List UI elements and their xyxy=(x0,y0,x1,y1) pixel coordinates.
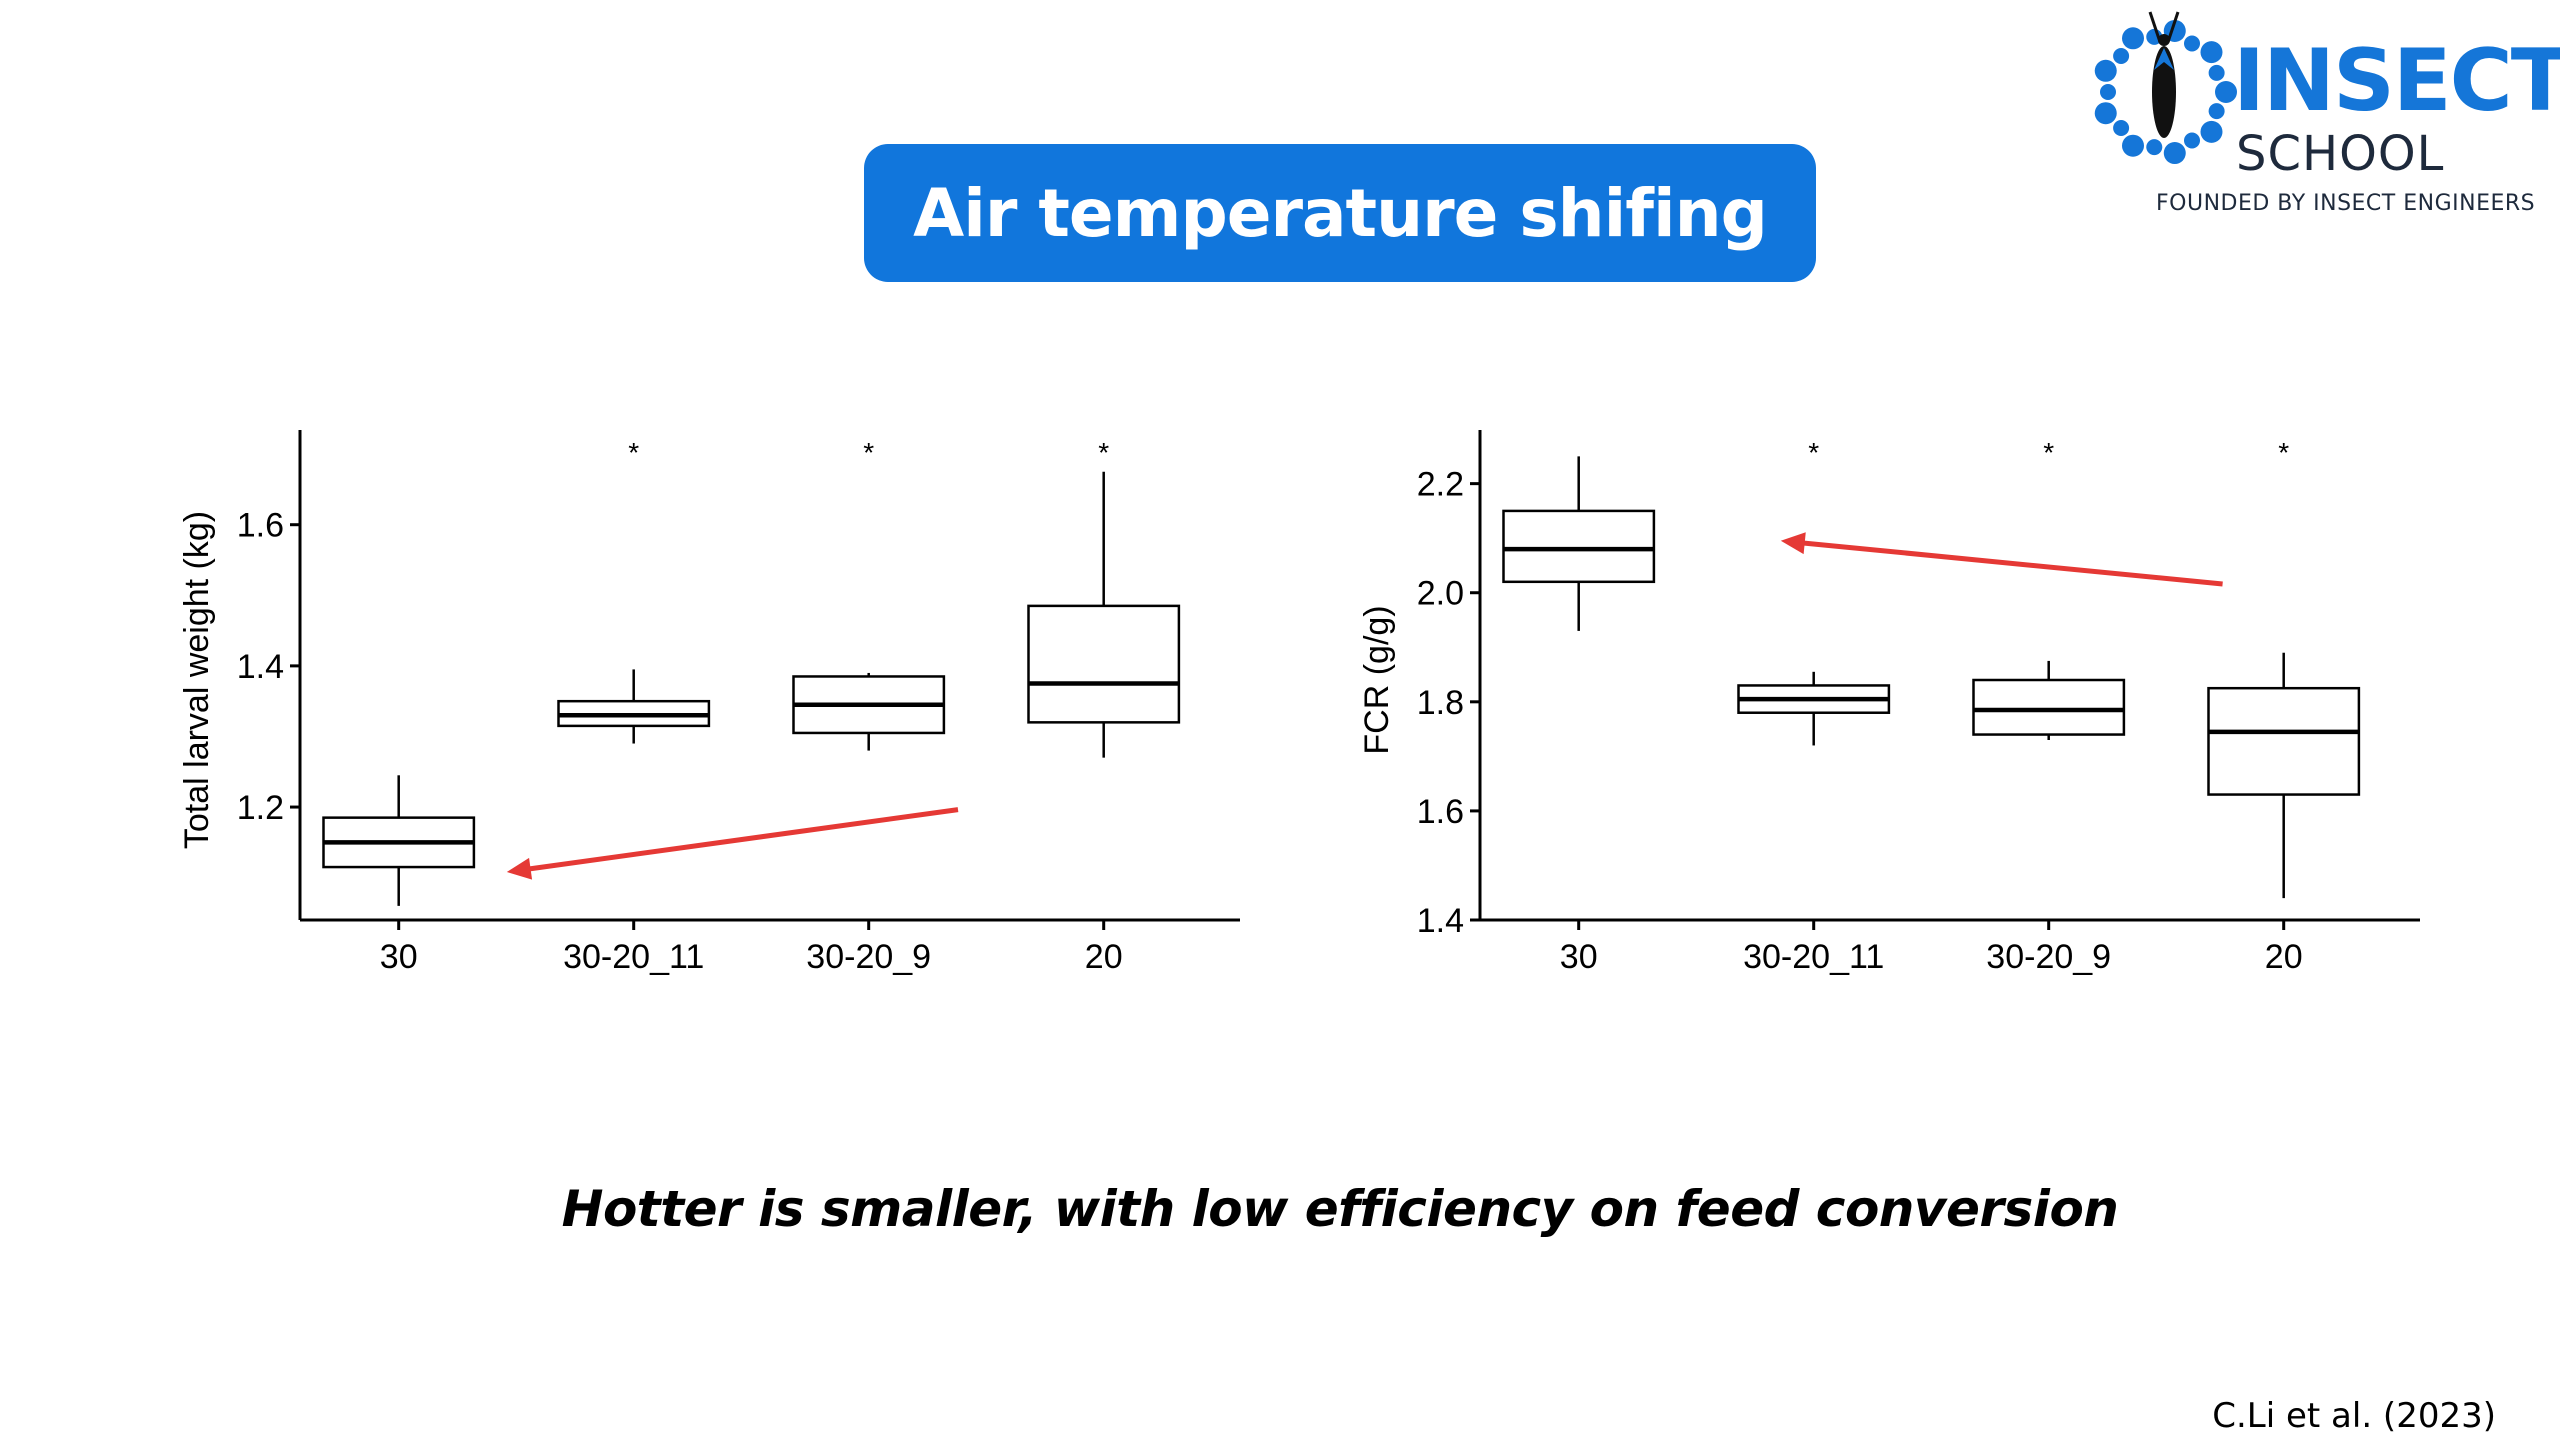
y-tick-label: 1.6 xyxy=(1417,793,1464,831)
x-tick-label: 30-20_9 xyxy=(1986,938,2111,976)
y-tick-label: 2.0 xyxy=(1417,575,1464,613)
x-tick-label: 20 xyxy=(2265,938,2303,976)
annotation-arrow xyxy=(1780,532,2223,587)
box xyxy=(1502,509,1656,584)
y-axis-label: FCR (g/g) xyxy=(1358,605,1396,754)
arrow-shaft xyxy=(518,807,959,873)
y-tick-label: 2.2 xyxy=(1417,466,1464,504)
box xyxy=(1972,678,2126,736)
y-tick-label: 1.2 xyxy=(237,789,284,827)
x-tick-label: 30 xyxy=(380,938,418,976)
x-tick-label: 30-20_11 xyxy=(1743,938,1884,976)
arrow-shaft xyxy=(1792,539,2223,587)
box-plot xyxy=(792,672,946,751)
slide-caption: Hotter is smaller, with low efficiency o… xyxy=(561,1180,2119,1238)
y-tick-label: 1.8 xyxy=(1417,684,1464,722)
citation: C.Li et al. (2023) xyxy=(2212,1396,2496,1436)
logo-subname: SCHOOL xyxy=(2236,126,2445,182)
box-plot xyxy=(1737,671,1891,746)
significance-star: * xyxy=(863,437,874,468)
box-plot xyxy=(1027,471,1181,758)
x-tick-label: 20 xyxy=(1085,938,1123,976)
slide-title: Air temperature shifing xyxy=(913,174,1768,252)
significance-star: * xyxy=(1098,437,1109,468)
x-tick-label: 30 xyxy=(1560,938,1598,976)
box-plot xyxy=(557,669,711,744)
y-tick-label: 1.4 xyxy=(1417,902,1464,940)
box-plot xyxy=(322,775,476,906)
arrow-head xyxy=(506,857,533,880)
box-plot xyxy=(1972,660,2126,740)
y-tick-label: 1.4 xyxy=(237,648,284,686)
significance-star: * xyxy=(2278,437,2289,468)
significance-star: * xyxy=(1808,437,1819,468)
box xyxy=(2207,686,2361,796)
larval-weight-chart: 1.2 1.4 1.6 Total larval weight (kg) 30 30-20… xyxy=(178,430,1240,976)
significance-star: * xyxy=(628,437,639,468)
logo-tagline: FOUNDED BY INSECT ENGINEERS xyxy=(2156,191,2536,216)
title-banner: Air temperature shifing xyxy=(864,144,1816,282)
insect-logo-icon xyxy=(2094,11,2237,165)
x-tick-label: 30-20_9 xyxy=(806,938,931,976)
box xyxy=(1027,604,1181,724)
fcr-chart: 1.4 1.6 1.8 2.0 2.2 FCR (g/g) 30 30-20_11 * 30-20… xyxy=(1358,430,2420,976)
arrow-head xyxy=(1780,532,1806,555)
annotation-arrow xyxy=(506,807,959,880)
y-tick-label: 1.6 xyxy=(237,507,284,545)
logo-name: INSECT xyxy=(2233,31,2560,131)
significance-star: * xyxy=(2043,437,2054,468)
box-plot xyxy=(2207,652,2361,899)
box-plot xyxy=(1502,456,1656,631)
y-axis-label: Total larval weight (kg) xyxy=(178,511,216,849)
x-tick-label: 30-20_11 xyxy=(563,938,704,976)
